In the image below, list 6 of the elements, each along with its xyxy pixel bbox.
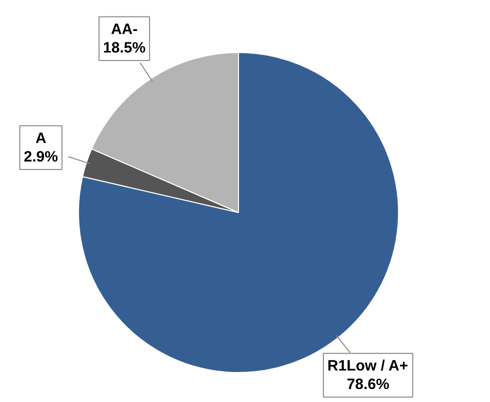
data-label: 18.5% xyxy=(103,40,146,56)
slice-label: R1Low / A+ xyxy=(327,357,408,374)
slice-label: A xyxy=(35,130,46,147)
slice-label: AA- xyxy=(110,20,138,38)
data-label: 78.6% xyxy=(346,376,390,394)
data-label: 2.9% xyxy=(24,148,58,166)
